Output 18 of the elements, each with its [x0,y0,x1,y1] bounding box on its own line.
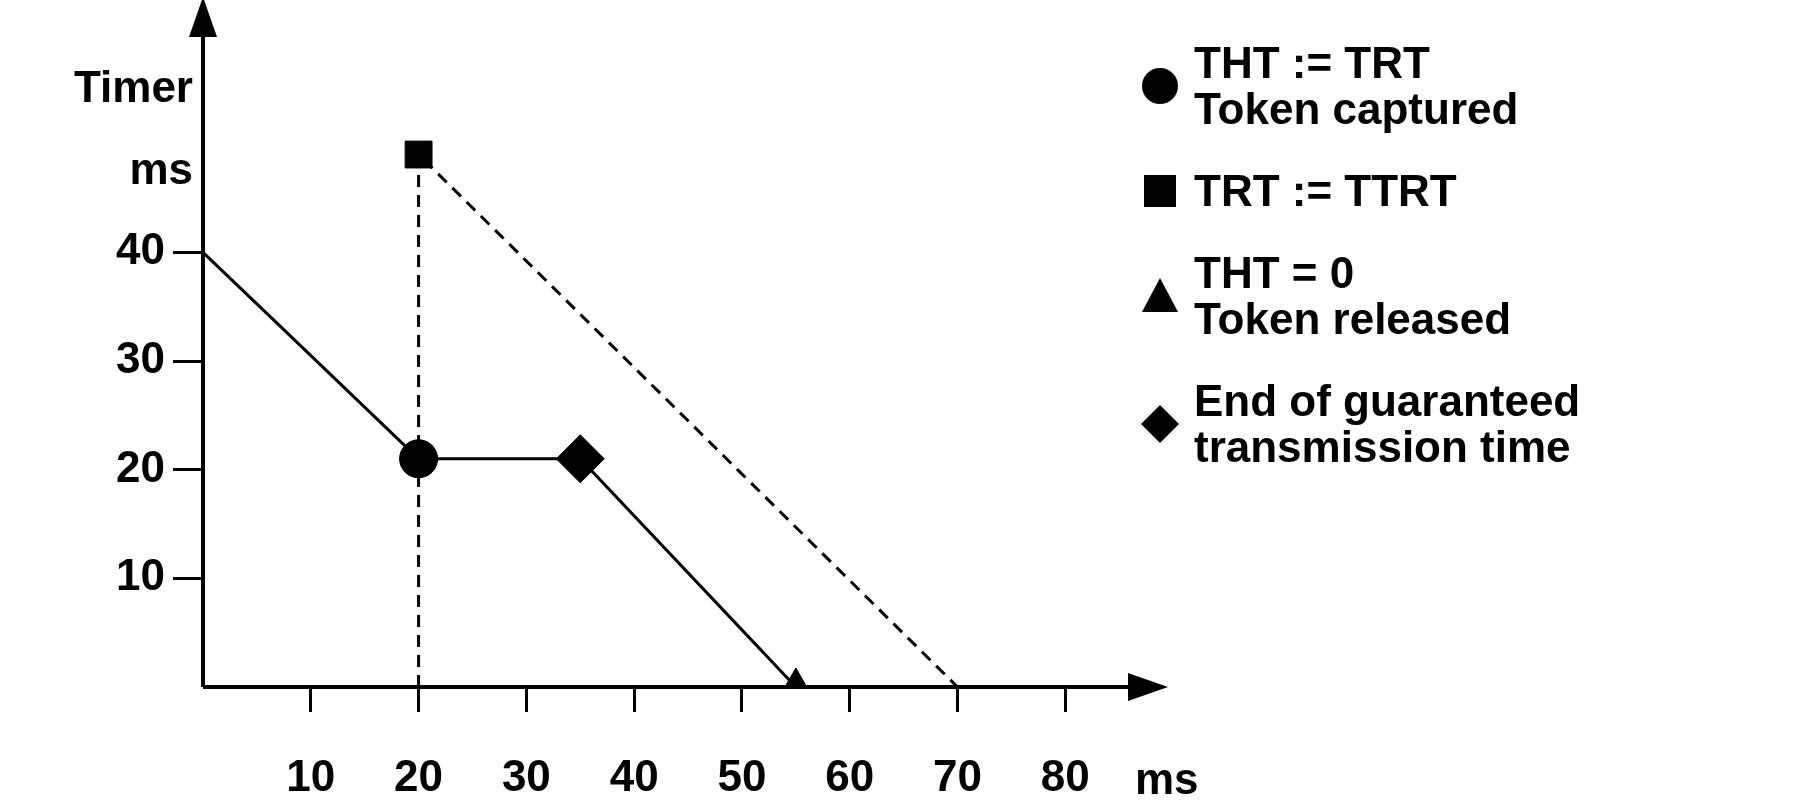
x-tick-label: 10 [286,750,336,800]
y-axis-title: Timer ms [73,62,193,194]
x-tick-label: 60 [825,750,875,800]
x-axis-title: ms [1135,754,1199,804]
x-tick-label: 20 [394,750,444,800]
legend-label: THT := TRT Token captured [1194,38,1519,133]
legend-label: End of guaranteed transmission time [1194,376,1581,471]
x-tick-label: 50 [717,750,767,800]
y-tick-label: 40 [116,224,165,274]
y-tick-label: 30 [116,333,165,383]
y-tick-label: 10 [116,550,165,600]
legend-label: TRT := TTRT [1194,166,1457,215]
x-tick-label: 80 [1040,750,1090,800]
legend-label: THT = 0 Token released [1194,248,1512,343]
x-tick-label: 70 [933,750,983,800]
x-tick-label: 40 [609,750,659,800]
x-tick-label: 30 [501,750,551,800]
y-tick-label: 20 [116,441,165,491]
